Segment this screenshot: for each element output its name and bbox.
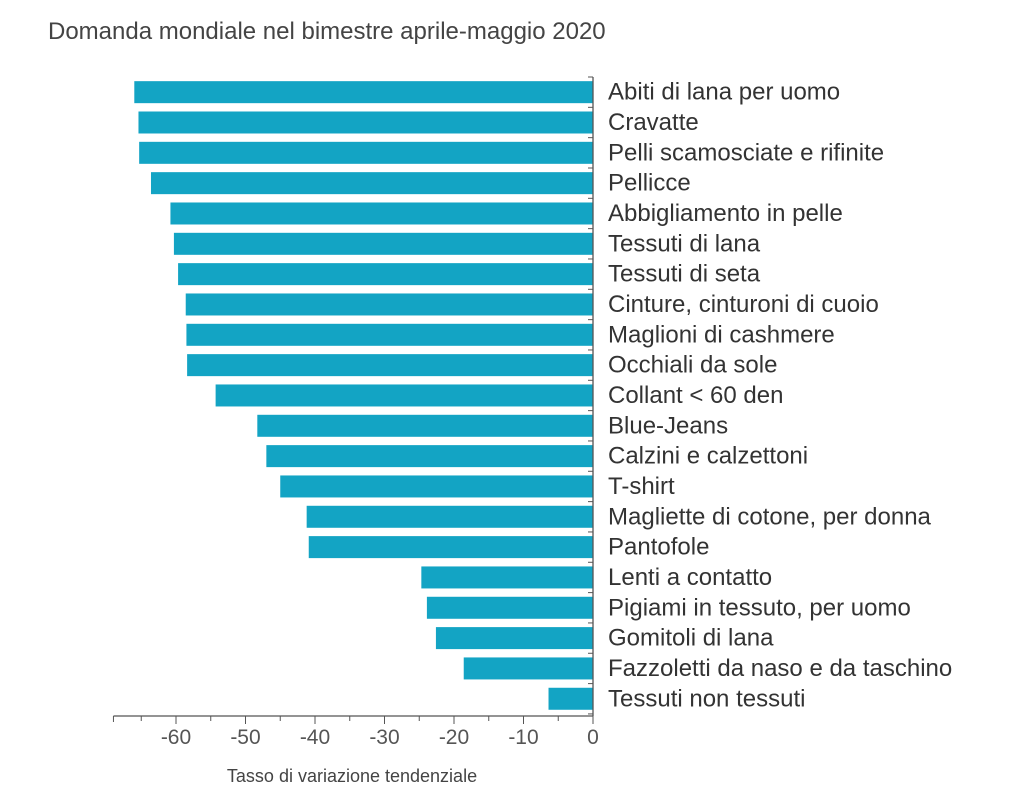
bar — [173, 232, 594, 255]
bar — [178, 263, 593, 286]
bar — [185, 293, 594, 316]
category-label: Lenti a contatto — [608, 564, 772, 591]
bar — [138, 111, 593, 134]
bar — [306, 505, 593, 528]
category-label: Cinture, cinturoni di cuoio — [608, 291, 879, 318]
x-tick-label: 0 — [587, 726, 599, 749]
x-tick-label: -40 — [300, 726, 330, 749]
category-labels-group: Abiti di lana per uomo Cravatte Pelli scam… — [608, 79, 952, 713]
x-axis: -60 -50 -40 -30 -20 -10 0 — [112, 76, 599, 749]
bar — [187, 354, 593, 377]
bar — [257, 414, 593, 437]
x-tick-label: -60 — [161, 726, 191, 749]
category-label: Tessuti non tessuti — [608, 685, 805, 712]
x-tick-label: -30 — [369, 726, 399, 749]
bar — [186, 323, 594, 346]
category-label: Tessuti di seta — [608, 261, 761, 288]
bar — [308, 536, 593, 559]
category-label: Pigiami in tessuto, per uomo — [608, 594, 911, 621]
category-label: Calzini e calzettoni — [608, 443, 808, 470]
category-label: Pellicce — [608, 170, 691, 197]
category-label: Maglioni di cashmere — [608, 321, 835, 348]
category-label: Cravatte — [608, 109, 699, 136]
bar — [463, 657, 593, 680]
bar — [421, 566, 593, 589]
category-label: Occhiali da sole — [608, 352, 777, 379]
category-label: Tessuti di lana — [608, 230, 761, 257]
bar — [435, 627, 593, 650]
category-label: Collant < 60 den — [608, 382, 783, 409]
category-label: T-shirt — [608, 473, 675, 500]
bar — [548, 687, 593, 710]
bars-group — [134, 81, 594, 710]
bar — [280, 475, 593, 498]
x-tick-label: -20 — [439, 726, 469, 749]
x-tick-label: -10 — [508, 726, 538, 749]
category-label: Blue-Jeans — [608, 412, 728, 439]
bar — [170, 202, 593, 225]
bar — [150, 172, 594, 195]
bar — [139, 141, 594, 164]
category-label: Pantofole — [608, 534, 709, 561]
bar — [215, 384, 594, 407]
category-label: Fazzoletti da naso e da taschino — [608, 655, 952, 682]
category-label: Magliette di cotone, per donna — [608, 503, 932, 530]
category-label: Abiti di lana per uomo — [608, 79, 840, 106]
x-tick-label: -50 — [230, 726, 260, 749]
category-label: Pelli scamosciate e rifinite — [608, 139, 884, 166]
bar — [266, 445, 593, 468]
bar — [426, 596, 593, 619]
x-axis-label: Tasso di variazione tendenziale — [226, 766, 478, 786]
category-label: Gomitoli di lana — [608, 625, 774, 652]
bar — [134, 81, 594, 104]
category-label: Abbigliamento in pelle — [608, 200, 843, 227]
chart-title: Domanda mondiale nel bimestre aprile-mag… — [48, 18, 606, 45]
